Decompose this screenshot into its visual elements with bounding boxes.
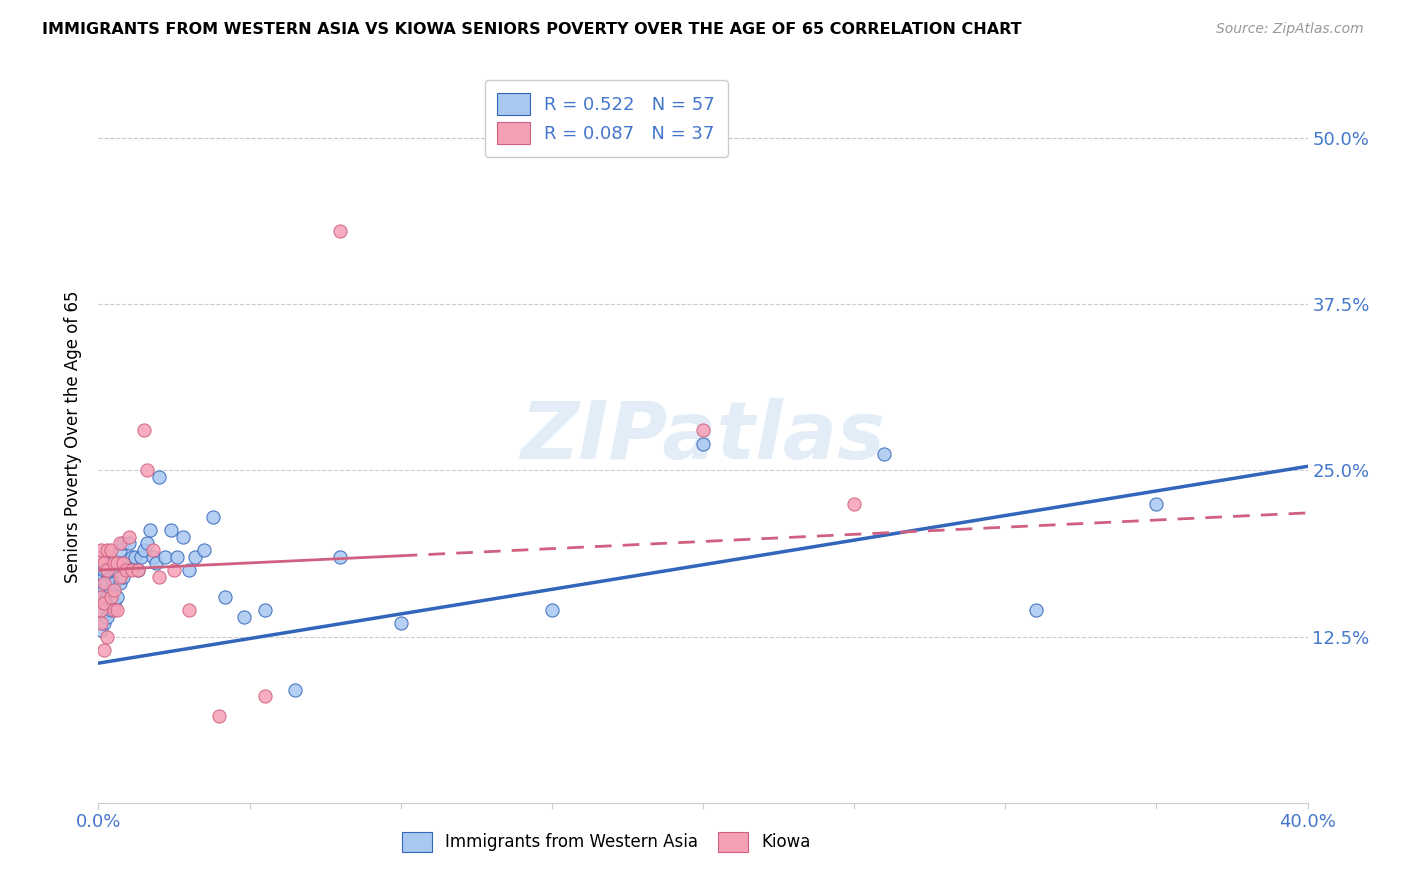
Text: Source: ZipAtlas.com: Source: ZipAtlas.com [1216,22,1364,37]
Point [100,590,122,604]
Point [139,523,162,537]
Point [93,576,115,591]
Point [96,563,118,577]
Point [103,596,125,610]
Point [96,609,118,624]
Y-axis label: Seniors Poverty Over the Age of 65: Seniors Poverty Over the Age of 65 [65,291,83,583]
Point [105,563,128,577]
Point [184,549,207,564]
Point [1144,497,1167,511]
Point [90,603,112,617]
Point [121,563,143,577]
Point [96,590,118,604]
Point [127,563,149,577]
Point [103,603,125,617]
Text: IMMIGRANTS FROM WESTERN ASIA VS KIOWA SENIORS POVERTY OVER THE AGE OF 65 CORRELA: IMMIGRANTS FROM WESTERN ASIA VS KIOWA SE… [42,22,1022,37]
Point [873,447,896,461]
Point [93,596,115,610]
Point [93,563,115,577]
Point [118,536,141,550]
Point [100,570,122,584]
Point [148,570,170,584]
Point [96,563,118,577]
Point [142,543,165,558]
Point [132,543,155,558]
Point [111,557,134,571]
Point [127,563,149,577]
Point [844,497,866,511]
Point [100,543,122,558]
Point [202,509,225,524]
Point [329,224,352,238]
Point [103,576,125,591]
Point [96,576,118,591]
Point [105,557,128,571]
Text: ZIPatlas: ZIPatlas [520,398,886,476]
Point [1024,603,1046,617]
Point [90,590,112,604]
Point [124,549,146,564]
Point [93,570,115,584]
Point [114,557,136,571]
Point [193,543,215,558]
Point [163,563,186,577]
Point [108,576,131,591]
Point [114,563,136,577]
Point [121,549,143,564]
Point [253,690,276,704]
Point [105,603,128,617]
Point [253,603,276,617]
Point [93,557,115,571]
Point [284,682,307,697]
Point [100,557,122,571]
Point [100,582,122,597]
Point [90,623,112,637]
Legend: Immigrants from Western Asia, Kiowa: Immigrants from Western Asia, Kiowa [394,823,820,860]
Point [100,603,122,617]
Point [111,570,134,584]
Point [692,436,714,450]
Point [93,616,115,631]
Point [132,424,155,438]
Point [93,582,115,597]
Point [160,523,183,537]
Point [135,463,157,477]
Point [108,536,131,550]
Point [108,543,131,558]
Point [179,603,201,617]
Point [93,596,115,610]
Point [103,563,125,577]
Point [105,590,128,604]
Point [90,616,112,631]
Point [166,549,188,564]
Point [129,549,152,564]
Point [142,549,165,564]
Point [93,643,115,657]
Point [90,590,112,604]
Point [540,603,562,617]
Point [153,549,176,564]
Point [389,616,412,631]
Point [232,609,254,624]
Point [118,530,141,544]
Point [179,563,201,577]
Point [692,424,714,438]
Point [172,530,194,544]
Point [135,536,157,550]
Point [214,590,236,604]
Point [90,603,112,617]
Point [111,536,134,550]
Point [145,557,167,571]
Point [90,582,112,597]
Point [103,557,125,571]
Point [148,470,170,484]
Point [96,543,118,558]
Point [329,549,352,564]
Point [103,582,125,597]
Point [90,543,112,558]
Point [96,630,118,644]
Point [108,570,131,584]
Point [90,549,112,564]
Point [208,709,231,723]
